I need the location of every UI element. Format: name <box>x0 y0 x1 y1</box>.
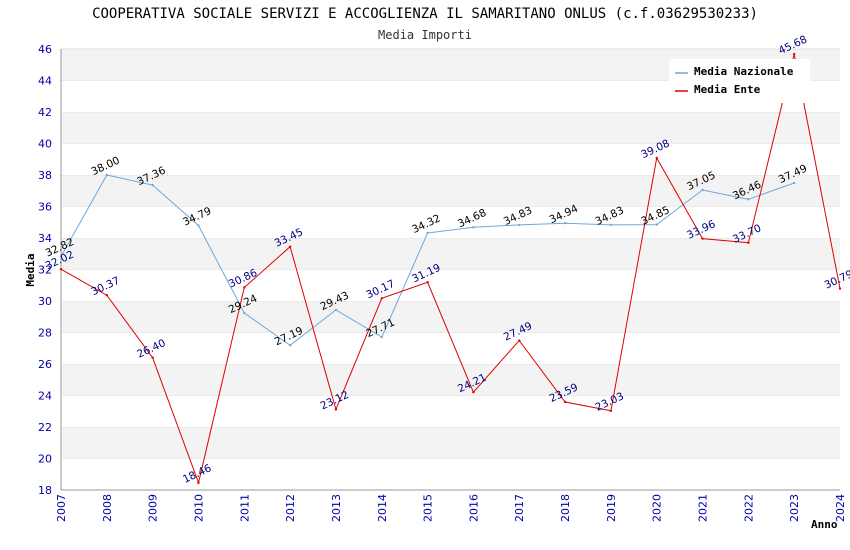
x-tick-label: 2019 <box>605 494 618 522</box>
data-point <box>792 181 796 185</box>
x-tick-label: 2016 <box>467 494 480 522</box>
x-tick-label: 2007 <box>55 494 68 522</box>
legend-background <box>669 59 810 103</box>
grid-band <box>61 206 840 238</box>
grid-band <box>61 269 840 301</box>
data-point <box>105 173 109 177</box>
x-tick-label: 2022 <box>742 494 755 522</box>
data-point <box>105 293 109 297</box>
chart-subtitle: Media Importi <box>378 28 472 42</box>
data-point <box>288 344 292 347</box>
y-tick-label: 30 <box>38 295 52 308</box>
data-point <box>151 356 154 359</box>
y-tick-label: 44 <box>38 75 52 88</box>
data-point <box>792 52 796 56</box>
data-point <box>197 224 200 227</box>
data-point <box>609 409 613 412</box>
data-point <box>334 408 338 411</box>
data-point <box>426 281 429 284</box>
y-tick-label: 26 <box>38 358 52 371</box>
data-point <box>472 390 475 394</box>
data-point <box>288 245 292 248</box>
grid-band <box>61 238 840 270</box>
grid-band <box>61 175 840 207</box>
data-point <box>838 287 842 290</box>
data-point <box>59 267 63 271</box>
y-tick-label: 36 <box>38 201 52 214</box>
data-point <box>518 223 521 227</box>
grid-band <box>61 143 840 175</box>
data-point <box>563 400 567 404</box>
y-axis-ticks: 18 20 22 24 26 28 30 32 34 36 38 40 42 44 46 <box>38 43 52 497</box>
data-point <box>701 237 704 240</box>
x-axis-ticks: 2007 2008 2009 2010 2011 2012 2013 2014 2015 2016… <box>55 494 847 522</box>
data-point <box>563 221 567 225</box>
y-tick-label: 32 <box>38 264 52 277</box>
y-tick-label: 38 <box>38 169 52 182</box>
x-tick-label: 2017 <box>513 494 526 522</box>
x-tick-label: 2010 <box>192 494 205 522</box>
x-tick-label: 2013 <box>330 494 343 522</box>
grid-band <box>61 395 840 427</box>
data-point <box>151 183 154 187</box>
data-point <box>380 335 383 339</box>
y-tick-label: 22 <box>38 421 52 434</box>
data-point <box>655 223 658 226</box>
data-point <box>518 339 521 342</box>
legend-label-media-ente: Media Ente <box>694 83 761 96</box>
x-tick-label: 2008 <box>101 494 114 522</box>
data-point <box>197 481 200 484</box>
legend-label-media-nazionale: Media Nazionale <box>694 65 794 78</box>
y-tick-label: 42 <box>38 106 52 119</box>
data-point <box>747 198 750 201</box>
data-point <box>609 223 613 227</box>
grid-band <box>61 427 840 459</box>
x-tick-label: 2020 <box>651 494 664 522</box>
data-point <box>59 255 63 258</box>
grid-band <box>61 112 840 144</box>
x-tick-label: 2009 <box>147 494 160 522</box>
y-axis-label: Media <box>24 253 37 286</box>
grid-band <box>61 364 840 396</box>
data-point <box>426 231 429 235</box>
data-point <box>701 188 704 192</box>
x-tick-label: 2023 <box>788 494 801 522</box>
data-point <box>655 156 658 160</box>
x-tick-label: 2021 <box>697 494 710 522</box>
grid-band <box>61 301 840 333</box>
x-tick-label: 2014 <box>376 494 389 522</box>
x-axis-label: Anno <box>811 518 838 531</box>
y-tick-label: 24 <box>38 390 52 403</box>
y-tick-label: 40 <box>38 138 52 151</box>
x-tick-label: 2018 <box>559 494 572 522</box>
y-tick-label: 28 <box>38 327 52 340</box>
x-tick-label: 2024 <box>834 494 847 522</box>
y-tick-label: 46 <box>38 43 52 56</box>
x-tick-label: 2011 <box>238 494 251 522</box>
data-point <box>380 297 383 300</box>
data-point <box>243 286 246 289</box>
grid-bands <box>61 48 840 490</box>
data-point <box>472 226 475 229</box>
series-group <box>59 52 842 485</box>
y-tick-label: 34 <box>38 232 52 245</box>
series-line-media-ente <box>60 53 841 485</box>
grid-band <box>61 458 840 490</box>
legend: Media Nazionale Media Ente <box>669 59 810 103</box>
data-point <box>334 308 338 312</box>
x-tick-label: 2012 <box>284 494 297 522</box>
y-tick-label: 18 <box>38 484 52 497</box>
data-point <box>243 311 246 315</box>
data-point <box>747 241 750 244</box>
chart-title: COOPERATIVA SOCIALE SERVIZI E ACCOGLIENZ… <box>92 6 758 22</box>
x-tick-label: 2015 <box>422 494 435 522</box>
y-tick-label: 20 <box>38 453 52 466</box>
